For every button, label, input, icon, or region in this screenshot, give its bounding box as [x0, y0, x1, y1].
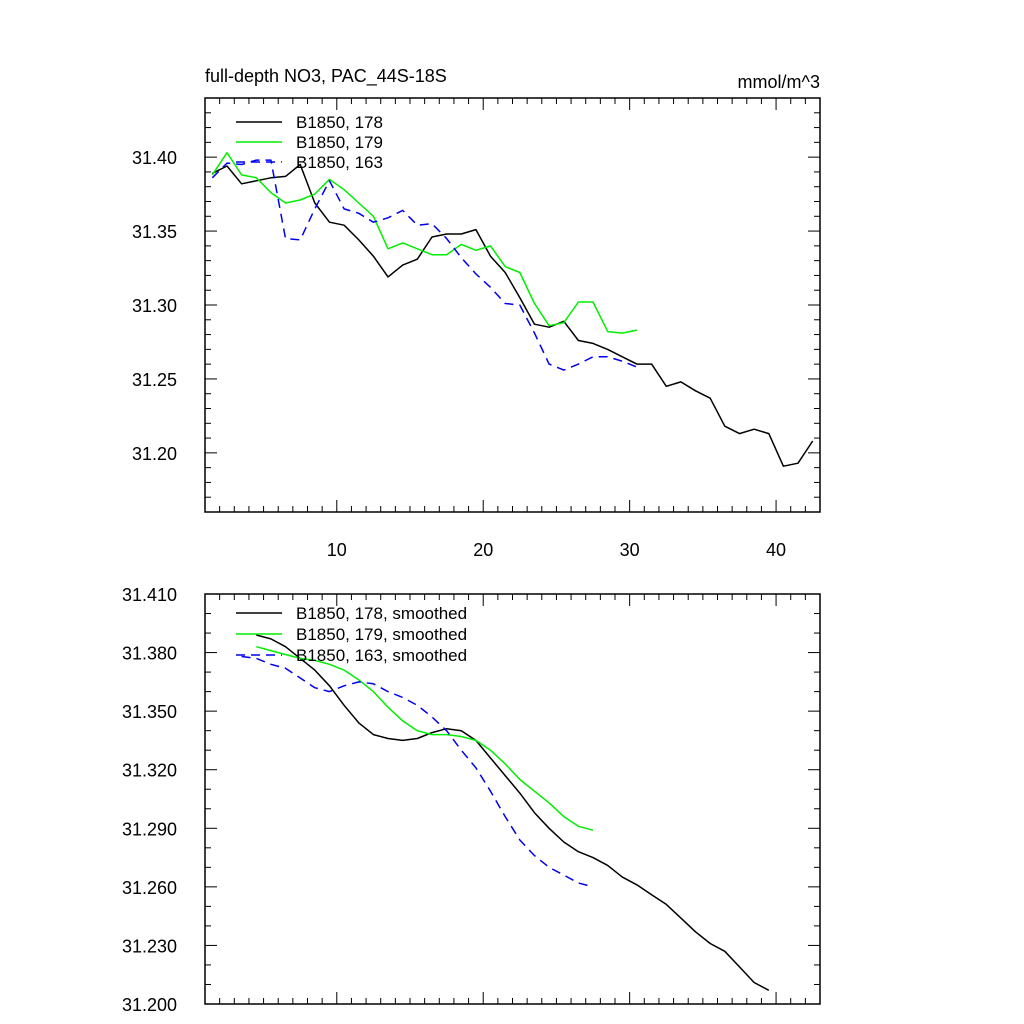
- y-tick-label: 31.200: [122, 995, 177, 1015]
- legend-label: B1850, 178, smoothed: [296, 604, 467, 623]
- legend-label: B1850, 163, smoothed: [296, 646, 467, 665]
- legend: B1850, 178, smoothed B1850, 179, smoothed…: [236, 604, 467, 665]
- y-tick-label: 31.260: [122, 878, 177, 898]
- y-tick-label: 31.25: [132, 370, 177, 390]
- legend-label: B1850, 179, smoothed: [296, 625, 467, 644]
- series-line: [211, 159, 638, 371]
- bottom-panel: 31.200 31.230 31.260 31.290 31.320 31.350 31.3…: [122, 585, 821, 1015]
- y-tick-label: 31.40: [132, 148, 177, 168]
- tick-marks: 31.200 31.230 31.260 31.290 31.320 31.350 31.3…: [122, 585, 821, 1015]
- units-label: mmol/m^3: [738, 72, 820, 92]
- legend-label: B1850, 178: [296, 113, 383, 132]
- y-tick-label: 31.30: [132, 296, 177, 316]
- series-line: [256, 634, 770, 991]
- series-line: [211, 151, 638, 334]
- series-lines: [211, 151, 814, 467]
- x-tick-label: 40: [766, 540, 786, 560]
- top-panel: full-depth NO3, PAC_44S-18S mmol/m^3 10 2…: [132, 66, 821, 560]
- y-tick-label: 31.380: [122, 644, 177, 664]
- series-line: [211, 163, 814, 467]
- y-tick-label: 31.410: [122, 585, 177, 605]
- x-tick-label: 20: [473, 540, 493, 560]
- y-tick-label: 31.350: [122, 702, 177, 722]
- series-line: [241, 655, 594, 888]
- y-tick-label: 31.320: [122, 761, 177, 781]
- y-tick-label: 31.35: [132, 222, 177, 242]
- tick-marks: 10 20 30 40 31.20 31.25 31.30 31.35 31.40: [132, 97, 821, 560]
- chart-title: full-depth NO3, PAC_44S-18S: [205, 66, 447, 87]
- legend-label: B1850, 163: [296, 153, 383, 172]
- series-line: [256, 645, 594, 831]
- y-tick-label: 31.230: [122, 936, 177, 956]
- series-lines: [241, 634, 770, 991]
- y-tick-label: 31.20: [132, 444, 177, 464]
- x-tick-label: 30: [620, 540, 640, 560]
- y-tick-label: 31.290: [122, 819, 177, 839]
- legend-label: B1850, 179: [296, 133, 383, 152]
- x-tick-label: 10: [327, 540, 347, 560]
